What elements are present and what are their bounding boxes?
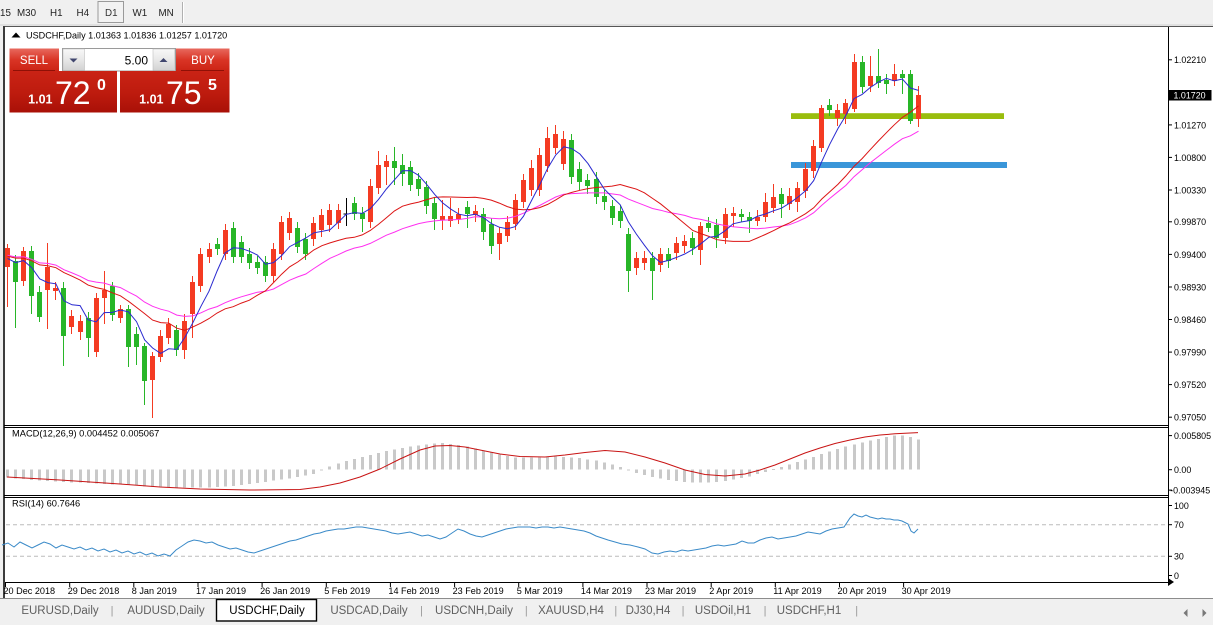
svg-text:5 Feb 2019: 5 Feb 2019 <box>324 586 370 596</box>
svg-text:|: | <box>764 605 767 617</box>
svg-text:|: | <box>614 605 617 617</box>
svg-text:USDOil,H1: USDOil,H1 <box>695 605 751 617</box>
svg-text:0.97520: 0.97520 <box>1174 380 1206 390</box>
svg-text:0.97050: 0.97050 <box>1174 413 1206 423</box>
svg-text:23 Mar 2019: 23 Mar 2019 <box>645 586 696 596</box>
svg-text:29 Dec 2018: 29 Dec 2018 <box>68 586 120 596</box>
svg-text:14 Mar 2019: 14 Mar 2019 <box>581 586 632 596</box>
svg-text:26 Jan 2019: 26 Jan 2019 <box>260 586 310 596</box>
svg-text:20 Dec 2018: 20 Dec 2018 <box>4 586 56 596</box>
svg-text:0.99400: 0.99400 <box>1174 250 1206 260</box>
svg-text:0.98460: 0.98460 <box>1174 315 1206 325</box>
svg-text:11 Apr 2019: 11 Apr 2019 <box>773 586 821 596</box>
svg-text:0.00: 0.00 <box>1174 465 1191 475</box>
svg-text:M30: M30 <box>17 8 37 19</box>
svg-text:0.99870: 0.99870 <box>1174 217 1206 227</box>
svg-text:|: | <box>420 605 423 617</box>
svg-text:0.97990: 0.97990 <box>1174 348 1206 358</box>
svg-text:RSI(14) 60.7646: RSI(14) 60.7646 <box>12 499 80 509</box>
svg-text:AUDUSD,Daily: AUDUSD,Daily <box>127 605 205 617</box>
svg-text:-0.003945: -0.003945 <box>1170 486 1210 496</box>
svg-text:1.01270: 1.01270 <box>1174 120 1206 130</box>
svg-text:0.005805: 0.005805 <box>1174 431 1211 441</box>
svg-text:15: 15 <box>0 8 11 19</box>
svg-text:1.01: 1.01 <box>139 93 163 107</box>
svg-text:1.02210: 1.02210 <box>1174 55 1206 65</box>
svg-text:100: 100 <box>1174 501 1189 511</box>
svg-text:SELL: SELL <box>20 55 49 67</box>
svg-text:1.01: 1.01 <box>28 93 52 107</box>
svg-text:30: 30 <box>1174 552 1184 562</box>
svg-text:17 Jan 2019: 17 Jan 2019 <box>196 586 246 596</box>
svg-text:USDCAD,Daily: USDCAD,Daily <box>330 605 408 617</box>
svg-text:MACD(12,26,9) 0.004452 0.00506: MACD(12,26,9) 0.004452 0.005067 <box>12 429 159 439</box>
svg-text:|: | <box>525 605 528 617</box>
svg-text:H4: H4 <box>77 8 90 19</box>
svg-text:BUY: BUY <box>191 55 215 67</box>
svg-text:D1: D1 <box>105 8 118 19</box>
svg-text:2 Apr 2019: 2 Apr 2019 <box>709 586 753 596</box>
svg-text:1.01720: 1.01720 <box>1174 91 1206 101</box>
svg-text:XAUUSD,H4: XAUUSD,H4 <box>538 605 604 617</box>
svg-text:|: | <box>682 605 685 617</box>
svg-text:EURUSD,Daily: EURUSD,Daily <box>21 605 99 617</box>
svg-text:USDCHF,H1: USDCHF,H1 <box>777 605 842 617</box>
svg-text:|: | <box>855 605 858 617</box>
svg-text:70: 70 <box>1174 520 1184 530</box>
svg-text:20 Apr 2019: 20 Apr 2019 <box>838 586 887 596</box>
svg-text:8 Jan 2019: 8 Jan 2019 <box>132 586 177 596</box>
svg-text:USDCHF,Daily: USDCHF,Daily <box>229 605 305 617</box>
svg-text:DJ30,H4: DJ30,H4 <box>626 605 671 617</box>
svg-text:5: 5 <box>208 77 217 94</box>
svg-text:MN: MN <box>159 8 174 19</box>
svg-text:14 Feb 2019: 14 Feb 2019 <box>388 586 439 596</box>
svg-text:75: 75 <box>166 75 202 111</box>
svg-text:1.00330: 1.00330 <box>1174 185 1206 195</box>
svg-text:0.98930: 0.98930 <box>1174 282 1206 292</box>
svg-text:H1: H1 <box>50 8 63 19</box>
svg-text:30 Apr 2019: 30 Apr 2019 <box>902 586 951 596</box>
svg-text:USDCHF,Daily 1.01363 1.01836: USDCHF,Daily 1.01363 1.01836 1.01257 1.0… <box>26 31 227 41</box>
svg-text:1.00800: 1.00800 <box>1174 153 1206 163</box>
svg-text:0: 0 <box>97 77 106 94</box>
svg-text:5.00: 5.00 <box>125 54 149 68</box>
svg-text:W1: W1 <box>133 8 148 19</box>
svg-text:USDCNH,Daily: USDCNH,Daily <box>435 605 513 617</box>
svg-text:72: 72 <box>55 75 91 111</box>
svg-text:5 Mar 2019: 5 Mar 2019 <box>517 586 563 596</box>
svg-text:|: | <box>111 605 114 617</box>
svg-text:0: 0 <box>1174 571 1179 581</box>
svg-text:23 Feb 2019: 23 Feb 2019 <box>453 586 504 596</box>
